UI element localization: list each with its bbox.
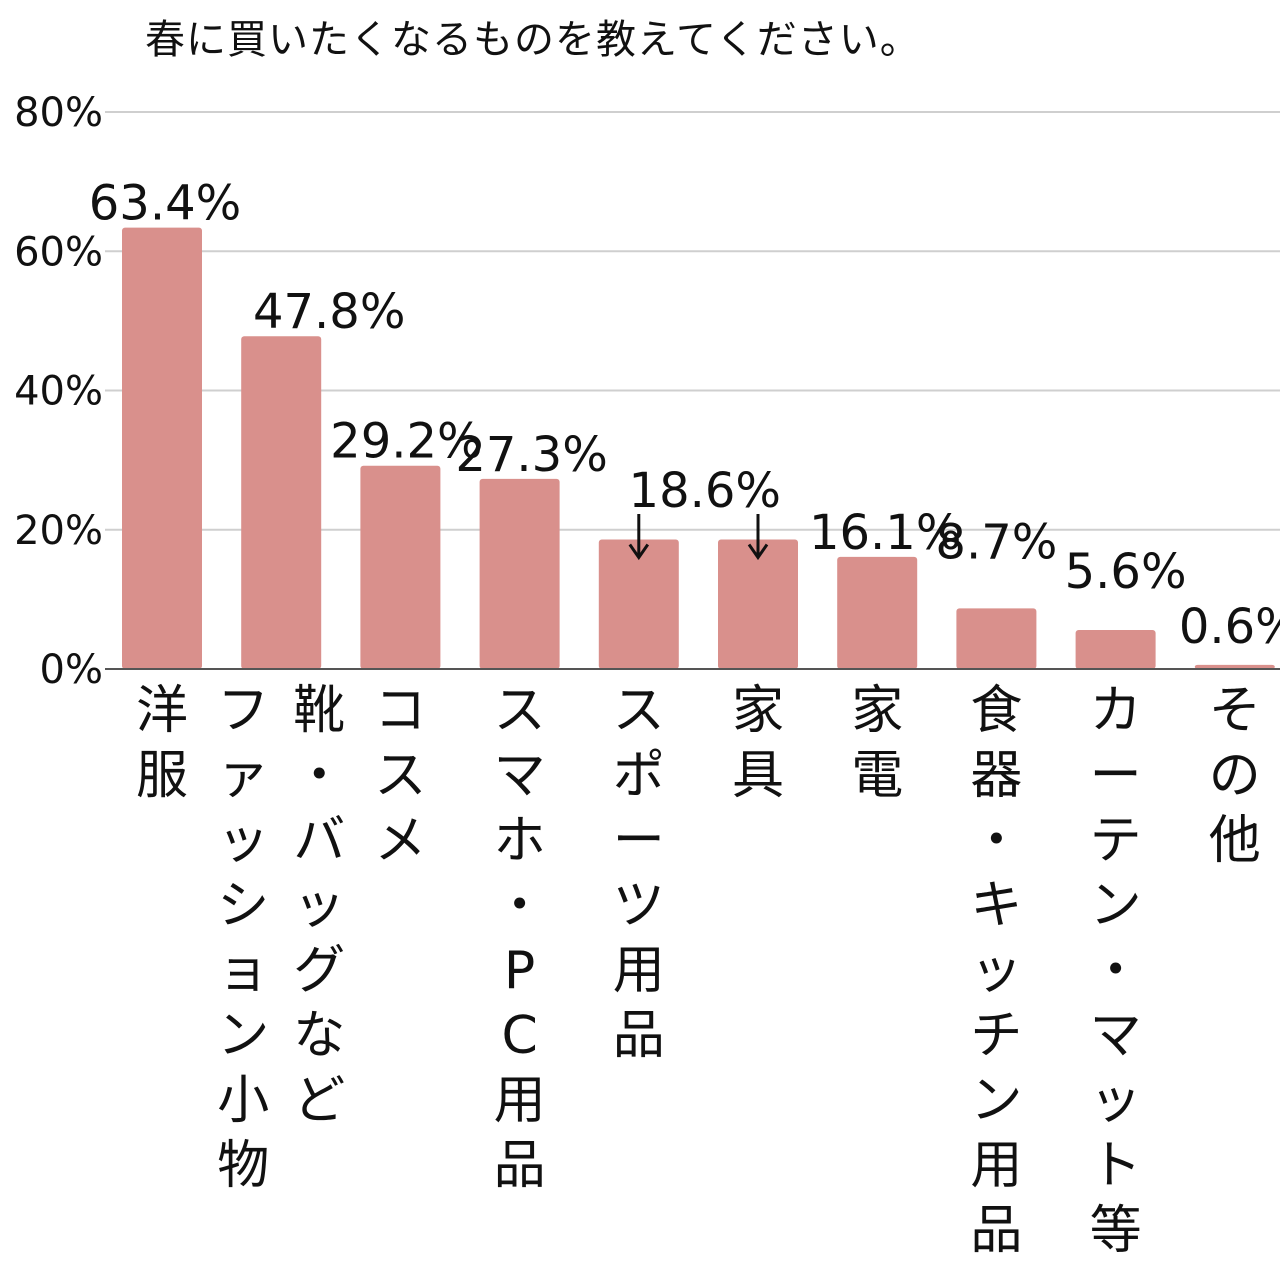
category-label: カーテン・マット等 (1090, 681, 1142, 1261)
label-arrow-head (747, 543, 769, 561)
category-label: 家具 (732, 681, 784, 806)
label-arrow-head (628, 543, 650, 561)
value-label: 63.4% (89, 176, 241, 232)
value-label: 0.6% (1179, 599, 1280, 655)
bar (122, 227, 202, 669)
category-label: 家電 (851, 681, 903, 806)
y-tick-label: 40% (14, 369, 103, 415)
bar (479, 478, 560, 669)
category-label: 食器・キッチン用品 (970, 681, 1022, 1261)
value-label: 47.8% (253, 284, 405, 340)
bar (1194, 664, 1275, 669)
bar (956, 608, 1037, 669)
value-label: 16.1% (809, 505, 961, 561)
y-tick-label: 80% (14, 90, 103, 136)
category-label: その他 (1209, 681, 1261, 871)
category-label: 洋服 (136, 681, 188, 806)
value-label: 18.6% (629, 463, 781, 519)
chart-title: 春に買いたくなるものを教えてください。 (145, 17, 921, 63)
value-label: 29.2% (330, 414, 482, 470)
y-tick-label: 0% (40, 647, 103, 693)
value-label: 27.3% (455, 427, 607, 483)
y-tick-label: 60% (14, 229, 103, 275)
bar (1075, 630, 1156, 669)
bar (718, 539, 798, 669)
category-label: スポーツ用品 (613, 681, 665, 1066)
value-label: 5.6% (1065, 544, 1187, 600)
bar (360, 465, 441, 669)
bar (241, 336, 322, 669)
value-label: 8.7% (935, 514, 1057, 570)
category-label: スマホ・ P C 用品 (494, 681, 546, 1196)
category-label: コスメ (374, 681, 426, 871)
y-tick-label: 20% (14, 508, 103, 554)
category-label: 靴・バッグなど (293, 681, 345, 1131)
bar (598, 539, 679, 669)
category-label: ファッション小物 (217, 681, 269, 1196)
bar (837, 556, 918, 669)
